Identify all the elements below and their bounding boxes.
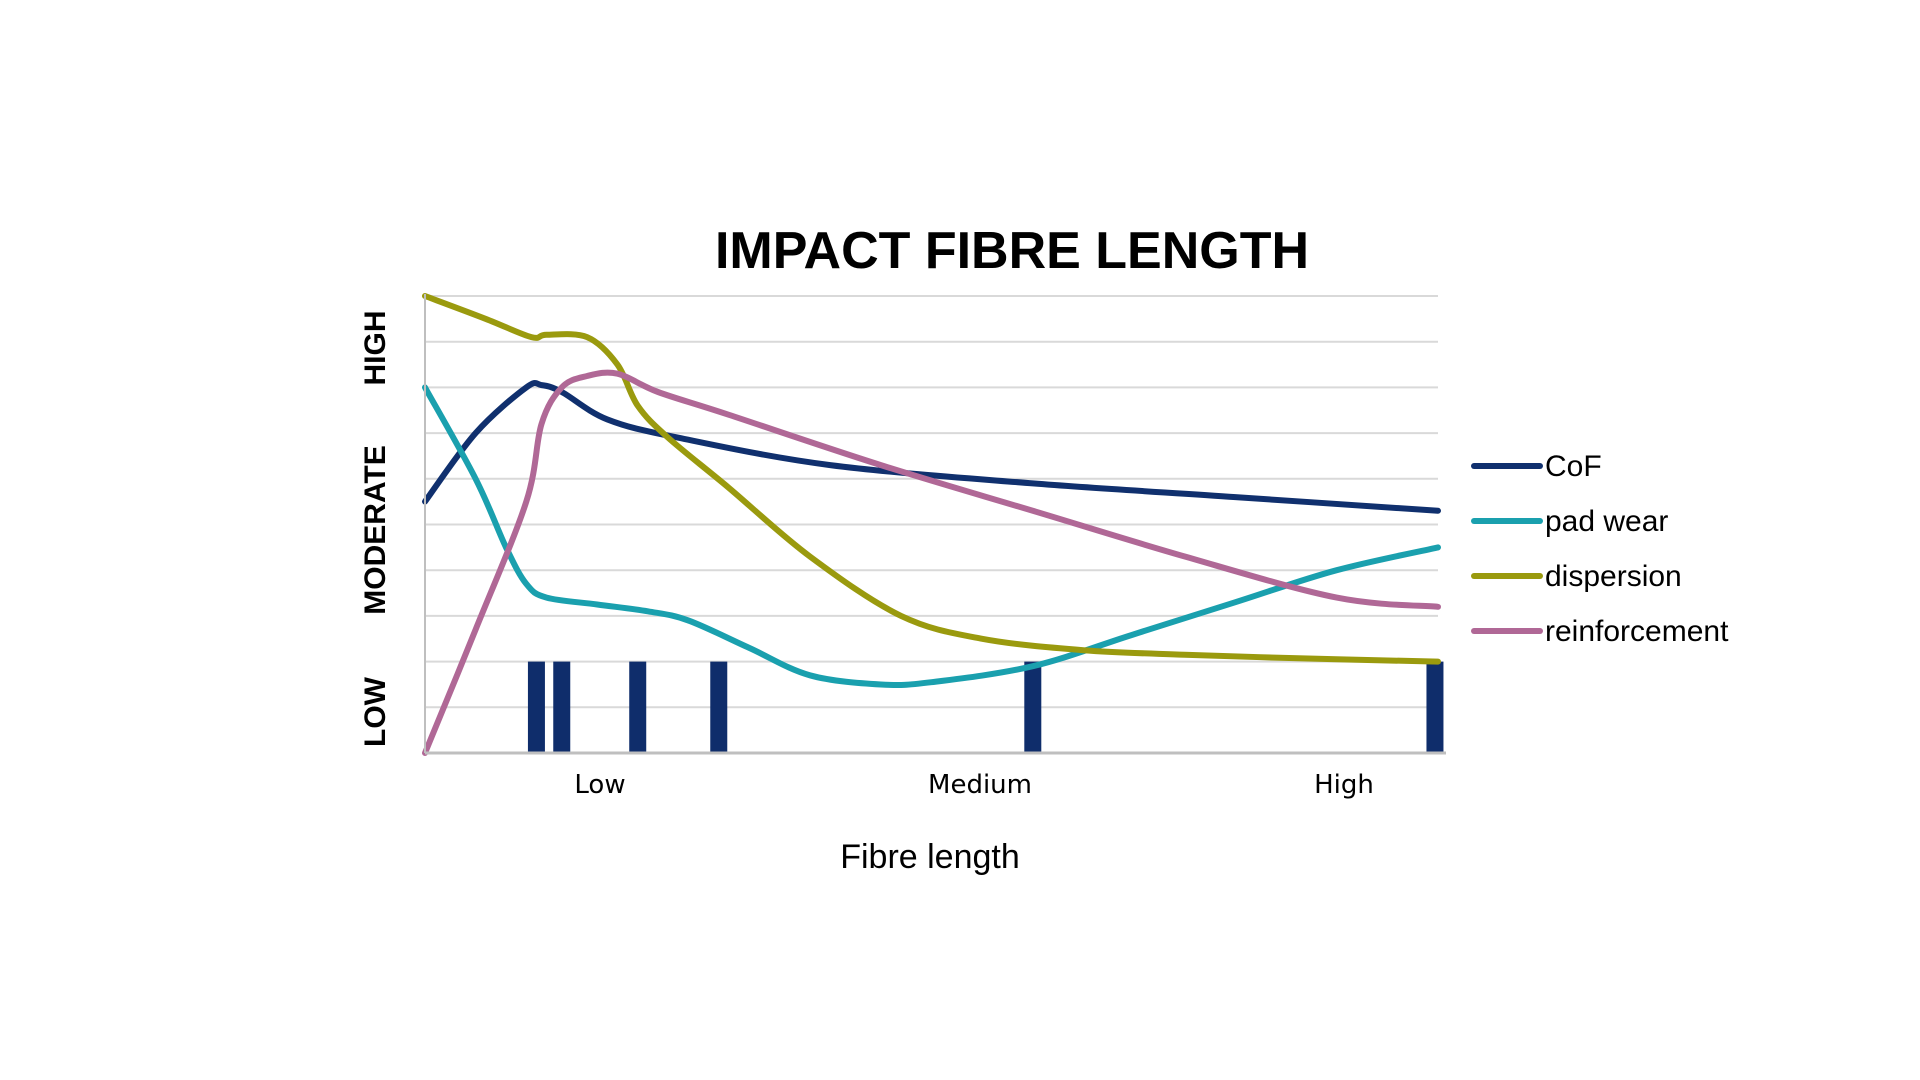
x-tick-labels: Low Medium High <box>574 770 1373 800</box>
marker-bar <box>629 661 647 753</box>
chart-title: IMPACT FIBRE LENGTH <box>715 222 1309 280</box>
y-tick-high: HIGH <box>359 311 392 386</box>
legend-label-reinforcement: reinforcement <box>1545 615 1729 648</box>
x-tick-high: High <box>1314 770 1374 800</box>
marker-bars <box>527 661 1444 753</box>
x-tick-medium: Medium <box>928 770 1032 800</box>
x-axis-label: Fibre length <box>840 838 1020 876</box>
x-tick-low: Low <box>574 770 625 800</box>
y-tick-moderate: MODERATE <box>359 445 392 614</box>
series-line-reinforcement <box>422 369 1441 756</box>
axes <box>424 294 1446 755</box>
y-tick-labels: LOW MODERATE HIGH <box>359 311 392 747</box>
legend-label-dispersion: dispersion <box>1545 560 1682 593</box>
marker-bar <box>1426 661 1444 753</box>
legend-label-cof: CoF <box>1545 450 1602 483</box>
marker-bar <box>527 661 545 753</box>
marker-bar <box>553 661 571 753</box>
marker-bar <box>710 661 728 753</box>
series-line-dispersion <box>422 293 1441 665</box>
marker-bar <box>1024 661 1042 753</box>
legend-label-pad-wear: pad wear <box>1545 505 1668 538</box>
series-lines <box>422 293 1441 756</box>
y-tick-low: LOW <box>359 676 392 747</box>
legend: CoF pad wear dispersion reinforcement <box>1471 450 1729 648</box>
series-line-cof <box>422 379 1441 514</box>
series-line-pad-wear <box>422 384 1441 689</box>
